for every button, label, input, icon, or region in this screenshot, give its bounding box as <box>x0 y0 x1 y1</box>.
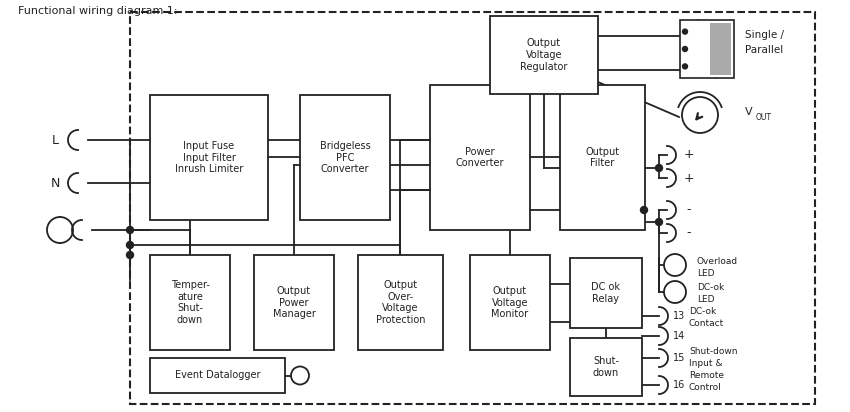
Text: LED: LED <box>697 295 715 304</box>
Circle shape <box>127 251 133 258</box>
Text: -: - <box>687 204 691 216</box>
Text: +: + <box>683 148 694 162</box>
Bar <box>560 85 645 230</box>
Text: -: - <box>687 227 691 239</box>
Circle shape <box>664 254 686 276</box>
Circle shape <box>127 241 133 248</box>
Text: Output
Voltage
Regulator: Output Voltage Regulator <box>520 38 568 72</box>
Bar <box>470 255 550 350</box>
Text: +: + <box>683 171 694 185</box>
Circle shape <box>127 227 133 234</box>
Text: Temper-
ature
Shut-
down: Temper- ature Shut- down <box>171 280 209 325</box>
Circle shape <box>291 367 309 384</box>
Text: Output
Filter: Output Filter <box>586 147 620 168</box>
Text: Output
Power
Manager: Output Power Manager <box>273 286 315 319</box>
Bar <box>490 16 598 94</box>
Circle shape <box>47 217 73 243</box>
Text: Functional wiring diagram 1:: Functional wiring diagram 1: <box>18 6 178 16</box>
Circle shape <box>641 206 648 213</box>
Text: Event Datalogger: Event Datalogger <box>175 370 260 381</box>
Text: DC-ok: DC-ok <box>689 307 717 316</box>
Circle shape <box>655 164 662 171</box>
Text: Control: Control <box>689 384 722 393</box>
Bar <box>358 255 443 350</box>
Circle shape <box>655 218 662 225</box>
Bar <box>150 255 230 350</box>
Bar <box>254 255 334 350</box>
Circle shape <box>683 47 688 52</box>
Bar <box>570 258 642 328</box>
Text: Input Fuse
Input Filter
Inrush Limiter: Input Fuse Input Filter Inrush Limiter <box>175 141 243 174</box>
Text: Parallel: Parallel <box>745 45 783 55</box>
Circle shape <box>682 97 718 133</box>
Bar <box>680 20 734 78</box>
Text: V: V <box>745 107 752 117</box>
Text: Contact: Contact <box>689 319 724 328</box>
Text: N: N <box>50 176 60 190</box>
Text: DC-ok: DC-ok <box>697 283 724 293</box>
Text: Input &: Input & <box>689 360 722 368</box>
Circle shape <box>683 64 688 69</box>
Text: OUT: OUT <box>756 112 772 122</box>
Text: L: L <box>52 133 59 147</box>
Text: Power
Converter: Power Converter <box>456 147 504 168</box>
Text: LED: LED <box>697 269 715 278</box>
Text: Shut-
down: Shut- down <box>592 356 619 378</box>
Text: Single /: Single / <box>745 30 784 40</box>
Text: Shut-down: Shut-down <box>689 347 738 356</box>
Text: Remote: Remote <box>689 372 724 381</box>
Bar <box>150 95 268 220</box>
Text: Bridgeless
PFC
Converter: Bridgeless PFC Converter <box>320 141 371 174</box>
Bar <box>130 12 815 404</box>
Bar <box>710 23 731 75</box>
Bar <box>150 358 285 393</box>
Text: 16: 16 <box>673 380 685 390</box>
Bar <box>300 95 390 220</box>
Circle shape <box>664 281 686 303</box>
Text: DC ok
Relay: DC ok Relay <box>592 282 620 304</box>
Bar <box>430 85 530 230</box>
Text: Output
Over-
Voltage
Protection: Output Over- Voltage Protection <box>376 280 425 325</box>
Circle shape <box>683 29 688 34</box>
Text: Output
Voltage
Monitor: Output Voltage Monitor <box>491 286 529 319</box>
Text: 13: 13 <box>673 311 685 321</box>
Bar <box>570 338 642 396</box>
Text: 15: 15 <box>673 353 685 363</box>
Text: 14: 14 <box>673 331 685 341</box>
Text: Overload: Overload <box>697 257 738 265</box>
